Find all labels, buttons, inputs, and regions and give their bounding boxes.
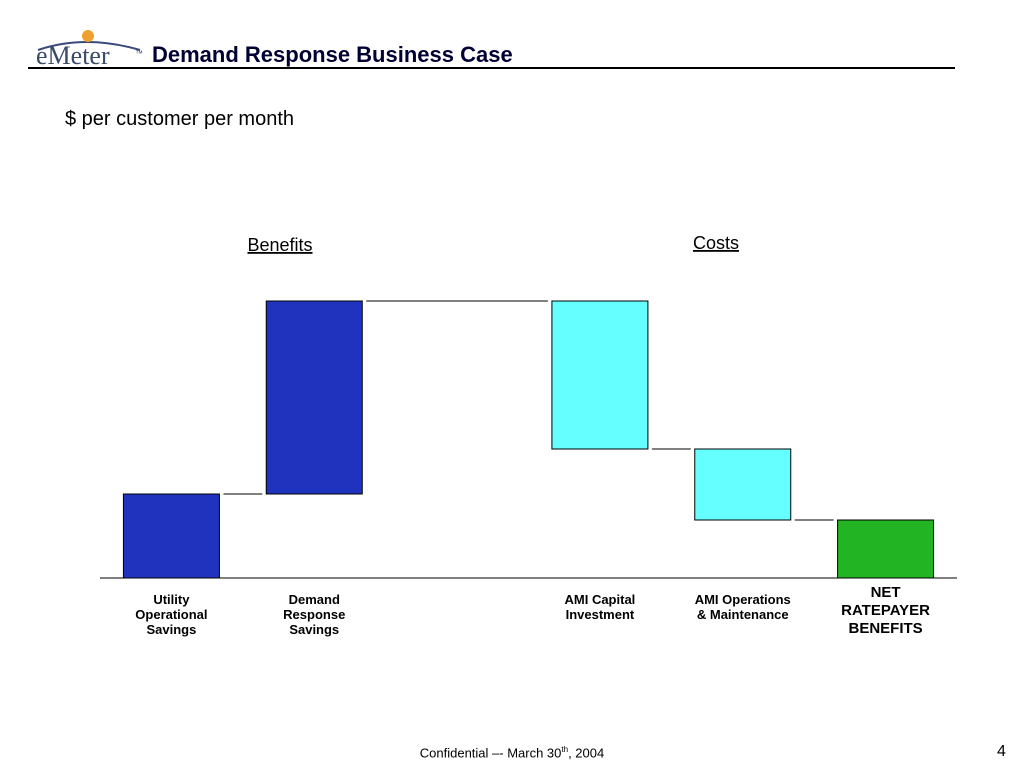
logo-tm: ™ bbox=[135, 49, 143, 58]
page-number: 4 bbox=[997, 743, 1006, 760]
bar bbox=[837, 519, 935, 579]
bar bbox=[551, 300, 649, 450]
footer-sup: th bbox=[561, 745, 569, 754]
logo: eMeter bbox=[36, 41, 110, 70]
footer-text: Confidential –- March 30 bbox=[419, 745, 562, 761]
bar bbox=[694, 448, 792, 521]
footer: Confidential –- March 30th, 2004 bbox=[0, 745, 1024, 760]
bar bbox=[265, 300, 363, 495]
chart-subtitle: $ per customer per month bbox=[65, 108, 294, 130]
group-label: Costs bbox=[693, 233, 739, 253]
footer-text: , 2004 bbox=[568, 745, 605, 761]
category-label: AMI Capital Investment bbox=[564, 592, 636, 622]
group-label: Benefits bbox=[247, 235, 312, 255]
category-label: AMI Operations & Maintenance bbox=[694, 592, 791, 622]
category-label: NET RATEPAYER BENEFITS bbox=[841, 584, 931, 637]
slide-title: Demand Response Business Case bbox=[152, 42, 513, 67]
bar bbox=[122, 493, 220, 579]
category-label: Demand Response Savings bbox=[283, 592, 346, 637]
logo-sun bbox=[82, 30, 94, 42]
category-label: Utility Operational Savings bbox=[135, 592, 208, 637]
logo-arc bbox=[37, 41, 141, 51]
